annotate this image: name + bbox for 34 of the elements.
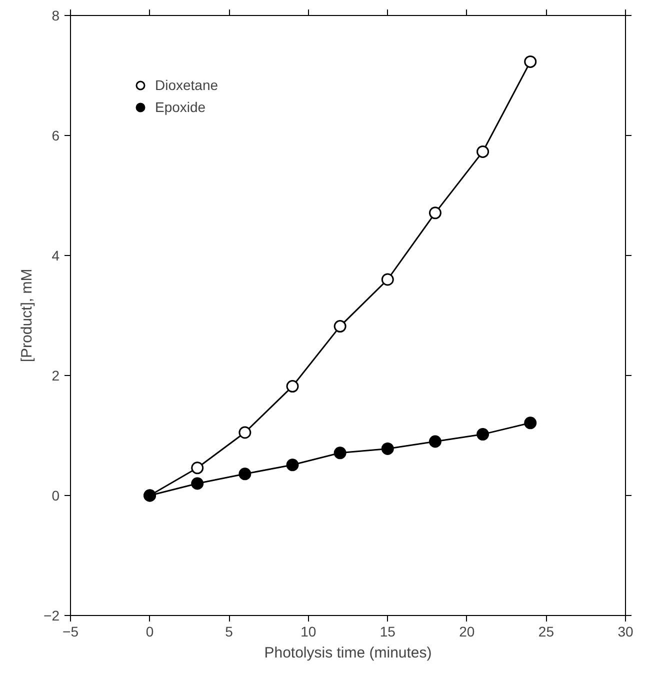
point [428,206,442,220]
legend-label: Epoxide [155,99,206,115]
point [524,55,537,68]
x-tick-label: 20 [459,624,475,640]
x-axis-title: Photolysis time (minutes) [264,644,432,662]
point [334,446,346,460]
y-tick-label: 4 [52,248,60,264]
point [476,428,490,441]
point [334,320,346,333]
x-tick-label: 0 [146,624,154,640]
point [238,468,252,480]
y-axis-title: [Product], mM [18,268,36,362]
point [524,416,537,430]
point [191,462,204,474]
y-tick-label: 2 [52,368,60,384]
x-tick-label: 10 [300,624,316,640]
legend-label: Dioxetane [155,77,218,93]
point [476,145,490,158]
point [381,273,394,286]
point [191,477,204,490]
point [381,442,394,455]
y-tick-label: −2 [44,608,60,624]
point [428,435,442,448]
x-tick-label: −5 [62,624,79,640]
y-tick-label: 6 [52,128,60,144]
y-tick-label: 0 [52,488,60,504]
point [286,458,299,472]
point [238,426,252,439]
x-tick-label: 25 [538,624,554,640]
point [286,380,299,393]
y-tick-label: 8 [52,8,60,24]
x-tick-label: 30 [618,624,634,640]
x-tick-label: 5 [225,624,234,640]
x-tick-label: 15 [380,624,396,640]
